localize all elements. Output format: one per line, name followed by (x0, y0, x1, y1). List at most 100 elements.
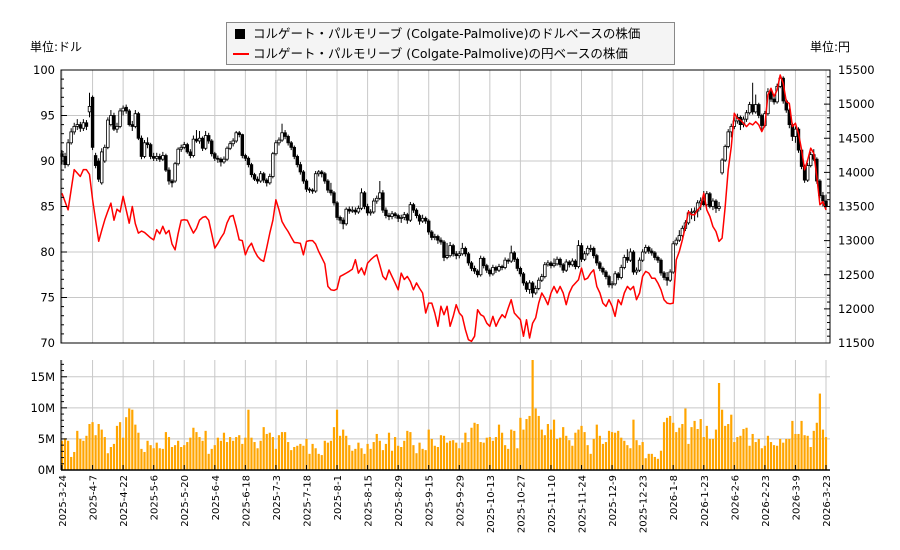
candle-down (216, 157, 220, 160)
volume-bar (568, 440, 571, 470)
candle-down (255, 178, 260, 182)
volume-bar (571, 445, 574, 470)
volume-bar (164, 432, 168, 470)
volume-bar (415, 453, 418, 470)
candle-down (442, 241, 446, 258)
candle-down (84, 122, 89, 127)
volume-axis-tick-label: 15M (30, 370, 55, 384)
candle-up (637, 259, 642, 271)
candle-down (595, 255, 599, 264)
volume-bar (149, 445, 152, 470)
volume-bar (604, 442, 608, 470)
candle-down (185, 144, 189, 153)
candle-down (524, 282, 529, 290)
candle-down (414, 209, 419, 216)
left-axis-unit-label: 単位:ドル (30, 40, 83, 54)
candle-down (650, 250, 654, 254)
candle-up (317, 171, 321, 175)
candle-up (555, 258, 559, 265)
volume-bar (384, 443, 388, 470)
volume-bar (326, 442, 329, 470)
volume-bar (769, 442, 773, 470)
volume-bar (812, 430, 815, 470)
volume-bar (742, 428, 745, 470)
volume-bar (375, 433, 378, 470)
candle-down (417, 215, 422, 222)
volume-bar (586, 445, 589, 470)
right-axis-tick-label: 11500 (838, 336, 875, 350)
volume-bar (140, 448, 143, 470)
candle-down (427, 220, 431, 233)
candle-down (714, 200, 718, 209)
volume-bar (158, 448, 161, 470)
left-axis-tick-label: 75 (40, 291, 55, 305)
candle-down (393, 213, 397, 216)
candle-up (191, 138, 196, 156)
volume-bar (109, 447, 112, 470)
x-tick-label: 2026-1-23 (700, 475, 711, 527)
candle-down (341, 219, 345, 225)
candle-down (365, 206, 370, 214)
candle-down (454, 253, 458, 257)
volume-bar (204, 430, 207, 470)
volume-bar (687, 443, 690, 470)
volume-bar (394, 437, 397, 470)
volume-bar (296, 445, 299, 470)
volume-bar (134, 424, 137, 470)
candle-down (515, 258, 520, 269)
volume-bar (714, 429, 718, 470)
x-tick-label: 2025-11-10 (547, 475, 558, 533)
candle-down (243, 155, 248, 159)
volume-bar (592, 438, 595, 470)
volume-bar (332, 427, 336, 470)
volume-bar (818, 393, 821, 470)
candle-up (368, 211, 373, 214)
volume-bar (785, 438, 788, 470)
volume-bar (607, 430, 611, 470)
candle-down (439, 239, 443, 243)
volume-bar (262, 427, 265, 470)
legend-item-yen: コルゲート・パルモリーブ (Colgate-Palmolive)の円ベースの株価 (233, 45, 628, 63)
candle-down (512, 252, 516, 260)
volume-bar (345, 435, 348, 470)
volume-bar (311, 443, 314, 470)
volume-bar (85, 435, 88, 470)
volume-bar (235, 437, 238, 470)
volume-bar (534, 408, 537, 470)
candle-up (103, 146, 107, 162)
candle-down (604, 271, 608, 277)
candle-up (66, 142, 70, 166)
right-axis-tick-label: 15000 (838, 97, 875, 111)
candle-up (503, 259, 507, 268)
volume-bar (815, 422, 818, 470)
candle-up (234, 132, 238, 142)
candle-down (320, 171, 324, 175)
volume-bar (669, 415, 672, 470)
volume-bar (192, 427, 195, 470)
volume-bar (299, 443, 302, 470)
candle-down (772, 98, 776, 103)
volume-bar (155, 442, 158, 470)
volume-bar (488, 437, 491, 470)
candle-up (711, 200, 715, 207)
candle-up (726, 131, 730, 147)
candle-up (258, 173, 263, 182)
volume-bar (546, 424, 550, 470)
candle-down (466, 253, 471, 264)
volume-bar (222, 432, 226, 470)
volume-bar (577, 429, 580, 470)
volume-bar (525, 419, 528, 470)
x-tick-label: 2025-11-24 (578, 475, 589, 533)
candle-up (87, 106, 92, 113)
candle-down (96, 160, 101, 180)
left-axis-tick-label: 85 (40, 200, 55, 214)
volume-bar (360, 448, 363, 470)
candle-up (313, 173, 318, 192)
candle-down (194, 138, 199, 142)
volume-bar (507, 448, 510, 470)
candle-down (760, 115, 764, 126)
candle-down (665, 277, 669, 281)
volume-bar (641, 442, 644, 470)
candle-up (408, 204, 413, 221)
candle-up (72, 126, 76, 133)
